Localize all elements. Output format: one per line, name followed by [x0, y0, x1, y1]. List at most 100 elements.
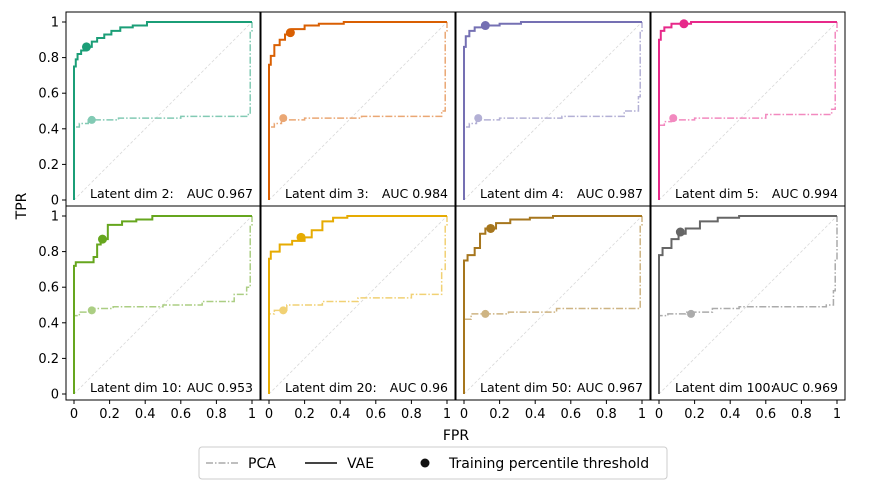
x-tick-label: 0.2	[684, 407, 705, 422]
panel-latent-dim-label: Latent dim 5:	[675, 186, 759, 201]
panel-latent-dim-label: Latent dim 4:	[480, 186, 564, 201]
pca-roc-curve	[658, 22, 838, 200]
vae-roc-curve	[658, 215, 837, 394]
panel-latent-dim-label: Latent dim 2:	[90, 186, 174, 201]
y-tick-label: 0.4	[38, 316, 59, 331]
x-tick-label: 0.4	[720, 407, 741, 422]
panel-latent-4: Latent dim 5: AUC 0.994	[650, 11, 846, 207]
chance-diagonal	[658, 215, 838, 395]
legend: PCA VAE Training percentile threshold	[198, 446, 668, 480]
panels-layer: Latent dim 2: AUC 0.967 Latent dim 3: AUC 0…	[65, 11, 846, 401]
panel-latent-dim-label: Latent dim 3:	[285, 186, 369, 201]
panel-auc-label: AUC 0.969	[772, 380, 838, 395]
x-tick-label: 1	[638, 407, 646, 422]
pca-threshold-marker	[669, 114, 678, 123]
chance-diagonal	[658, 21, 838, 201]
legend-frame	[198, 446, 668, 480]
x-tick-label: 0.8	[401, 407, 422, 422]
vae-roc-curve	[463, 21, 642, 200]
pca-threshold-marker	[87, 306, 96, 315]
vae-threshold-marker	[285, 28, 295, 38]
vae-threshold-marker	[97, 234, 107, 244]
legend-vae-label: VAE	[347, 456, 374, 472]
pca-roc-curve	[268, 22, 448, 200]
panel-latent-dim-label: Latent dim 20:	[285, 380, 377, 395]
panel-frame	[455, 205, 651, 401]
x-tick-label: 1	[833, 407, 841, 422]
x-tick-label: 0.2	[294, 407, 315, 422]
y-tick-label: 0	[51, 388, 59, 403]
y-tick-label: 0	[51, 194, 59, 209]
panel-latent-dim-label: Latent dim 10:	[90, 380, 182, 395]
panel-latent-6: Latent dim 20: AUC 0.96	[260, 205, 456, 401]
pca-roc-curve	[268, 216, 448, 394]
x-tick-label: 0.6	[560, 407, 581, 422]
panel-frame	[260, 205, 456, 401]
panel-latent-dim-label: Latent dim 100:	[675, 380, 775, 395]
vae-threshold-marker	[480, 21, 490, 31]
vae-threshold-marker	[296, 232, 306, 242]
panel-latent-8: Latent dim 100:AUC 0.969	[650, 205, 846, 401]
y-tick-label: 0.4	[38, 122, 59, 137]
panel-latent-2: Latent dim 3: AUC 0.984	[260, 11, 456, 207]
panel-frame	[260, 11, 456, 207]
panel-auc-label: AUC 0.96	[390, 380, 448, 395]
x-tick-label: 0.2	[99, 407, 120, 422]
pca-threshold-marker	[687, 309, 696, 318]
vae-threshold-marker	[675, 227, 685, 237]
panel-auc-label: AUC 0.987	[577, 186, 643, 201]
panel-frame	[65, 11, 261, 207]
vae-threshold-marker	[81, 42, 91, 52]
panel-latent-3: Latent dim 4: AUC 0.987	[455, 11, 651, 207]
x-tick-label: 0	[70, 407, 78, 422]
pca-threshold-marker	[474, 114, 483, 123]
vae-threshold-marker	[679, 19, 689, 29]
panel-auc-label: AUC 0.994	[772, 186, 838, 201]
pca-threshold-marker	[279, 306, 288, 315]
pca-roc-curve	[73, 22, 253, 200]
y-tick-label: 0.6	[38, 87, 59, 102]
panel-frame	[455, 11, 651, 207]
legend-threshold-label: Training percentile threshold	[448, 456, 649, 472]
y-axis-label: TPR	[14, 192, 30, 220]
x-tick-label: 0.8	[206, 407, 227, 422]
y-tick-label: 0.8	[38, 51, 59, 66]
x-tick-label: 0.8	[791, 407, 812, 422]
y-tick-label: 0.8	[38, 245, 59, 260]
vae-roc-curve	[268, 21, 447, 200]
y-tick-label: 0.6	[38, 281, 59, 296]
x-tick-label: 0.6	[365, 407, 386, 422]
chance-diagonal	[268, 21, 448, 201]
panel-latent-dim-label: Latent dim 50:	[480, 380, 572, 395]
panel-latent-1: Latent dim 2: AUC 0.967	[65, 11, 261, 207]
vae-roc-curve	[658, 21, 837, 200]
x-axis-label: FPR	[443, 428, 469, 444]
x-tick-label: 0.4	[330, 407, 351, 422]
panel-frame	[650, 11, 846, 207]
x-tick-label: 0	[265, 407, 273, 422]
x-tick-label: 0.8	[596, 407, 617, 422]
panel-auc-label: AUC 0.984	[382, 186, 448, 201]
vae-roc-curve	[73, 21, 252, 200]
chance-diagonal	[268, 215, 448, 395]
pca-threshold-marker	[87, 115, 96, 124]
x-tick-label: 0.6	[170, 407, 191, 422]
y-tick-label: 0.2	[38, 158, 59, 173]
panel-auc-label: AUC 0.953	[187, 380, 253, 395]
x-tick-label: 0.4	[525, 407, 546, 422]
x-tick-label: 1	[248, 407, 256, 422]
panel-frame	[65, 205, 261, 401]
y-tick-label: 0.2	[38, 352, 59, 367]
chance-diagonal	[73, 21, 253, 201]
legend-pca-label: PCA	[248, 456, 276, 472]
chance-diagonal	[463, 21, 643, 201]
pca-roc-curve	[73, 216, 253, 394]
chance-diagonal	[463, 215, 643, 395]
panel-auc-label: AUC 0.967	[187, 186, 253, 201]
pca-roc-curve	[463, 216, 643, 394]
panel-frame	[650, 205, 846, 401]
panel-latent-5: Latent dim 10: AUC 0.953	[65, 205, 261, 401]
vae-threshold-marker	[486, 223, 496, 233]
